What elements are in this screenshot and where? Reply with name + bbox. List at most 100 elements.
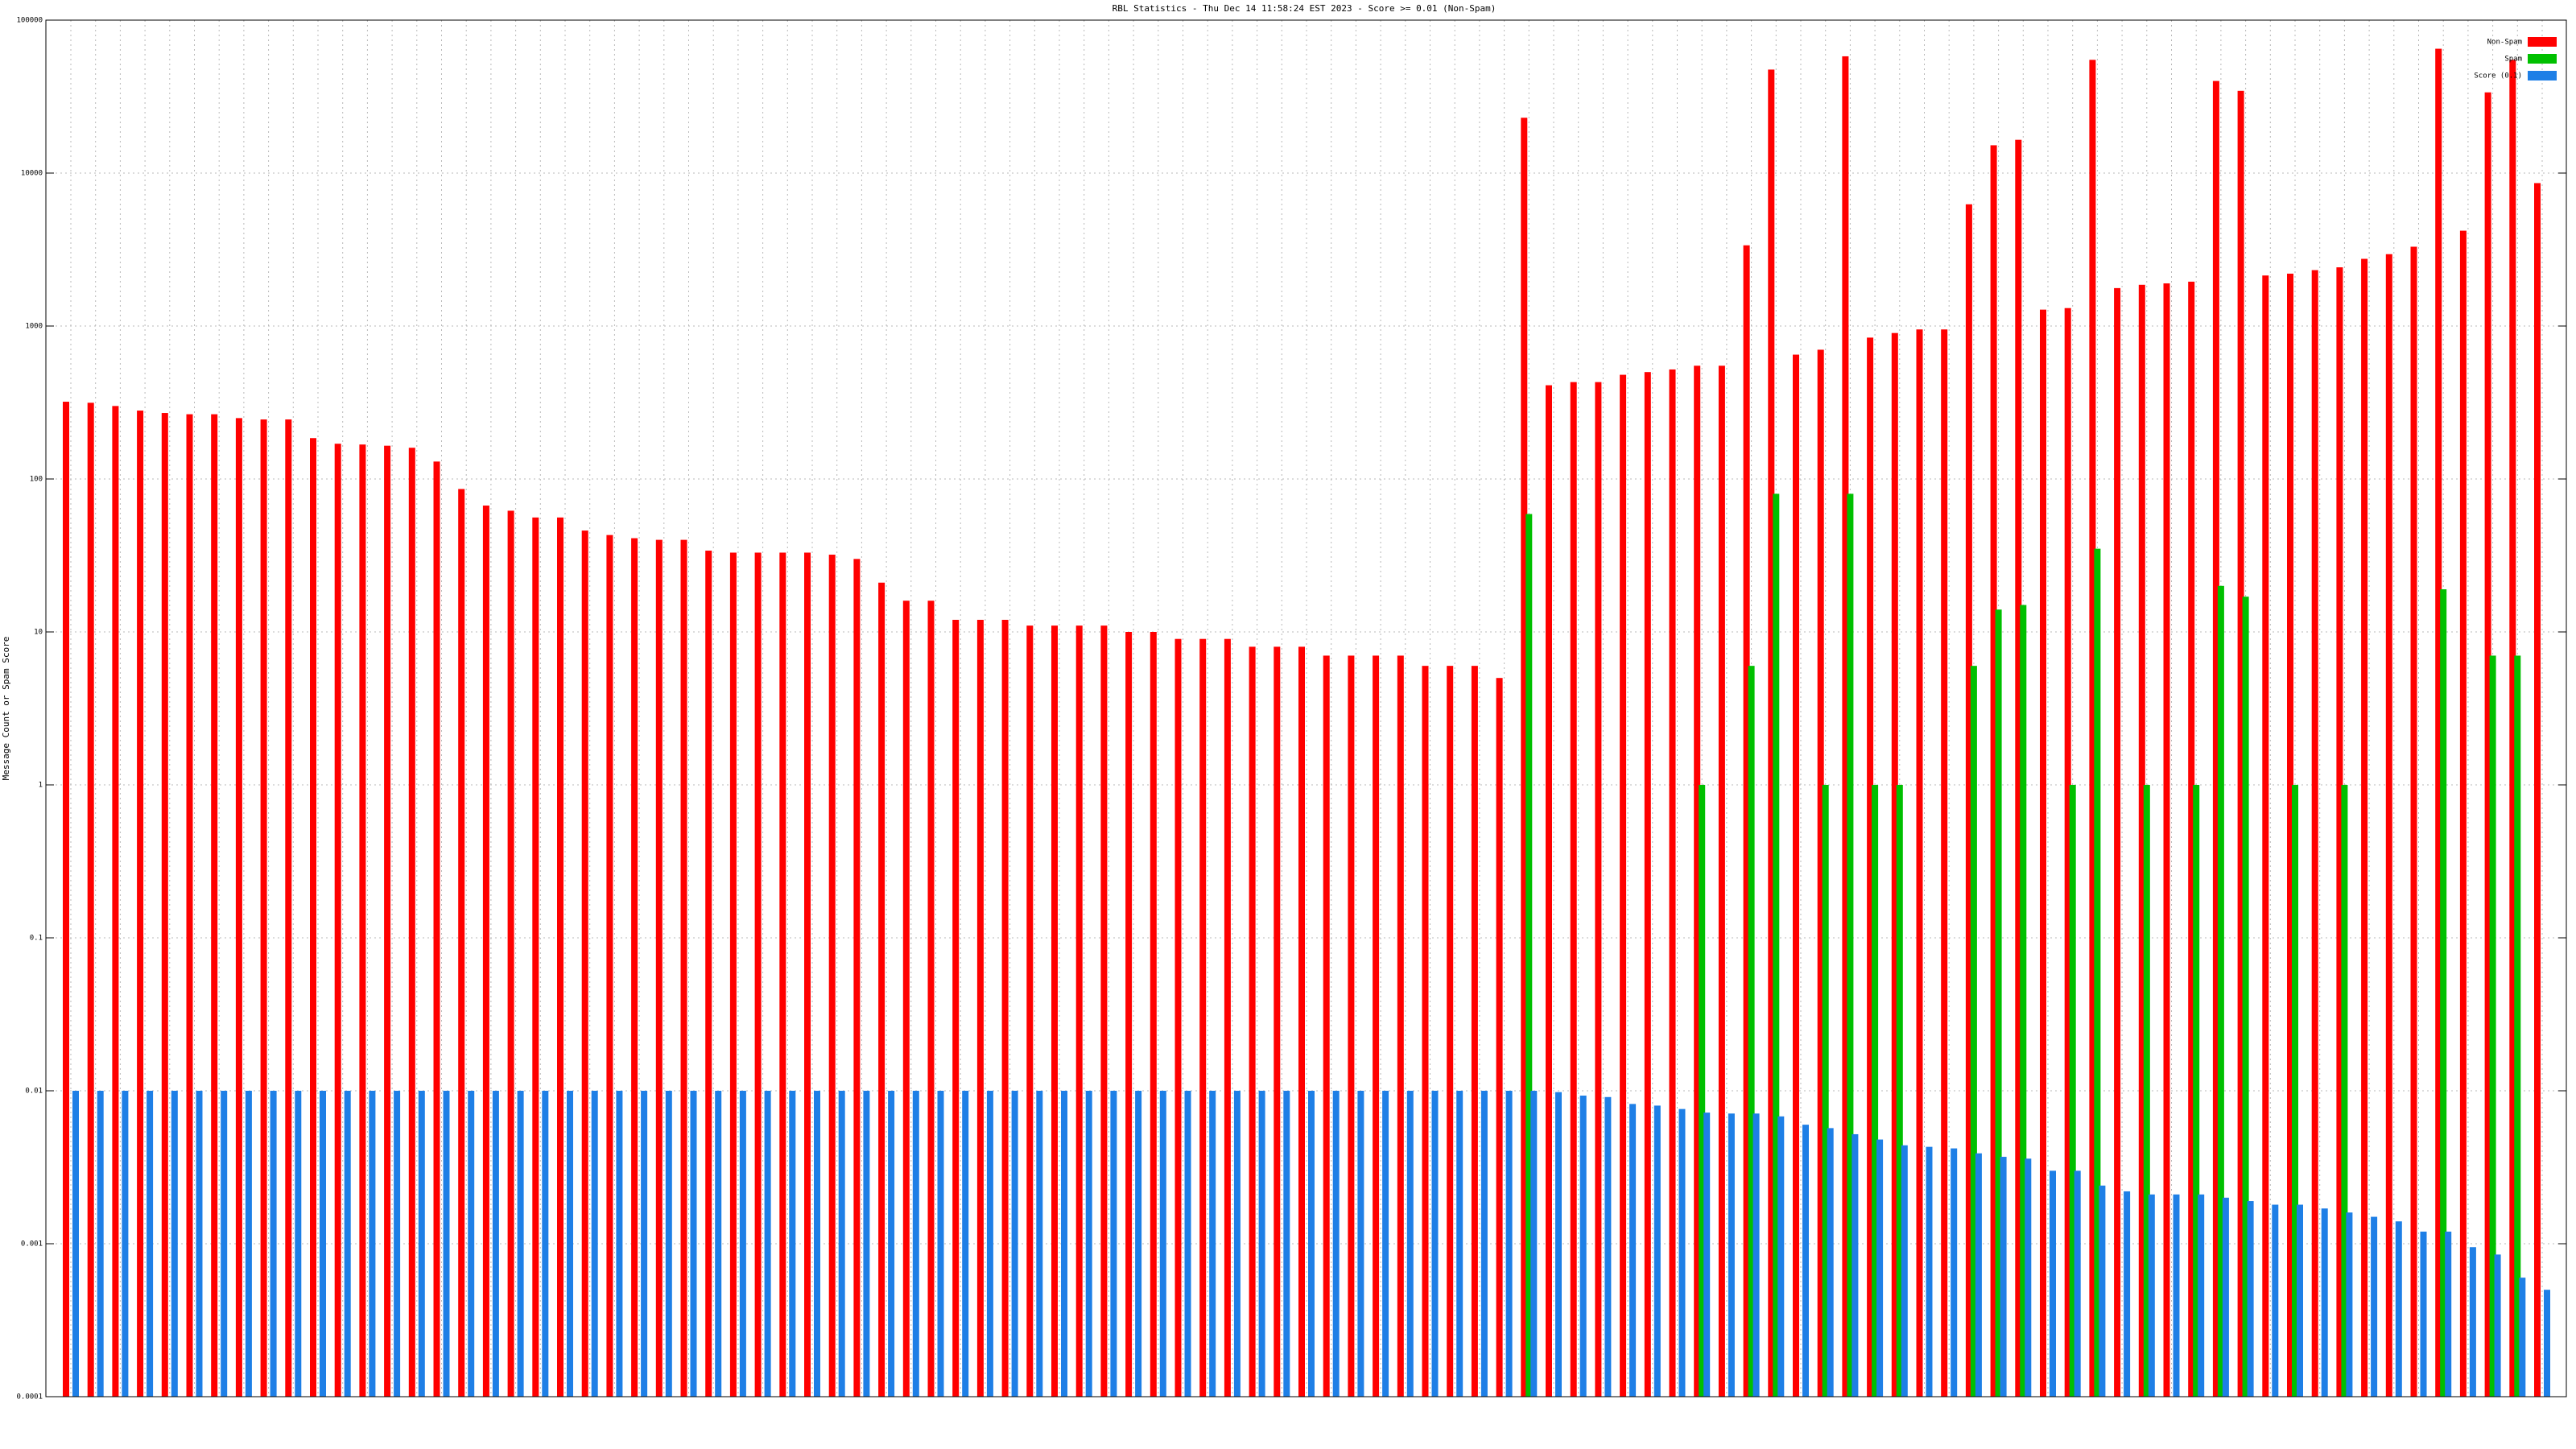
bar (655, 539, 663, 1397)
bar (2341, 785, 2348, 1397)
bar (937, 1091, 944, 1397)
bar (1249, 646, 1256, 1397)
bar (1496, 678, 1503, 1397)
bar (2074, 1170, 2081, 1397)
bar (2395, 1221, 2402, 1397)
bar (97, 1091, 104, 1397)
bar (1530, 1091, 1538, 1397)
bar (245, 1091, 252, 1397)
y-tick-label: 0.01 (25, 1088, 43, 1096)
bar (1505, 1091, 1513, 1397)
bar (1373, 655, 1380, 1397)
bar (1951, 1148, 1958, 1397)
bar (1357, 1091, 1364, 1397)
bar (186, 414, 193, 1397)
bar (2099, 1185, 2106, 1397)
bar (1970, 666, 1977, 1397)
bar (1802, 1125, 1809, 1397)
bar (1777, 1116, 1785, 1397)
bar (260, 419, 267, 1397)
bar (2025, 1158, 2032, 1397)
bar (2420, 1231, 2427, 1397)
bar (542, 1091, 549, 1397)
bar (161, 413, 168, 1397)
bar (828, 555, 836, 1397)
y-tick-label: 0.0001 (16, 1393, 43, 1402)
bar (2000, 1157, 2007, 1397)
bar (902, 601, 910, 1397)
bar (2287, 273, 2293, 1397)
bar (1926, 1146, 1933, 1397)
bar (122, 1091, 129, 1397)
bar (1480, 1091, 1488, 1397)
bar (2094, 548, 2101, 1397)
bar (2222, 1197, 2229, 1397)
bar (606, 535, 613, 1397)
legend-swatch (2528, 71, 2557, 80)
bar (2050, 1170, 2056, 1397)
bar (418, 1091, 425, 1397)
legend-label: Score (0.1) (2474, 72, 2522, 80)
bar (2242, 597, 2249, 1397)
bar (888, 1091, 895, 1397)
bar (2138, 284, 2145, 1397)
bar (581, 530, 588, 1397)
bar (1258, 1091, 1265, 1397)
bar (878, 582, 886, 1397)
bar (1678, 1108, 1686, 1397)
y-tick-label: 0.001 (21, 1241, 43, 1249)
bar (739, 1091, 746, 1397)
bar (2489, 655, 2496, 1397)
bar (1975, 1153, 1982, 1397)
bar (976, 619, 984, 1397)
bar (2237, 90, 2244, 1397)
bar (1036, 1091, 1043, 1397)
bar (532, 517, 539, 1397)
bar (394, 1091, 401, 1397)
bar (1817, 349, 1824, 1397)
bar (1456, 1091, 1463, 1397)
bar (1644, 372, 1651, 1397)
bar (2514, 655, 2521, 1397)
bar (359, 444, 366, 1397)
y-tick-label: 100000 (16, 17, 43, 25)
bar (1852, 1133, 1859, 1397)
bar (2484, 92, 2491, 1397)
bar (1891, 332, 1898, 1397)
bar (2124, 1191, 2131, 1397)
bar (2247, 1201, 2254, 1397)
bar (1298, 646, 1305, 1397)
bar (2262, 275, 2269, 1397)
bar (63, 402, 69, 1397)
bar (567, 1091, 573, 1397)
bar (2148, 1194, 2155, 1397)
bar (72, 1091, 79, 1397)
bar (507, 510, 514, 1397)
bar (1768, 69, 1775, 1397)
bar (1773, 493, 1780, 1397)
bar (1555, 1092, 1562, 1397)
bar (2143, 785, 2150, 1397)
bar (838, 1091, 845, 1397)
bar (270, 1091, 277, 1397)
bar (962, 1091, 969, 1397)
bar (1916, 329, 1923, 1397)
bar (641, 1091, 648, 1397)
bar (616, 1091, 623, 1397)
bar (1085, 1091, 1092, 1397)
bar (2292, 785, 2298, 1397)
bar (1793, 354, 1799, 1397)
bar (2410, 246, 2417, 1397)
bar (147, 1091, 154, 1397)
bar (2020, 605, 2027, 1397)
bar (2494, 1254, 2501, 1397)
bar (1397, 655, 1404, 1397)
bar (952, 619, 960, 1397)
y-tick-label: 10 (34, 629, 43, 637)
bar (1159, 1091, 1166, 1397)
bar (1570, 382, 1577, 1397)
bar (1728, 1113, 1735, 1397)
bar (927, 601, 935, 1397)
chart-title: RBL Statistics - Thu Dec 14 11:58:24 EST… (1113, 3, 1496, 14)
bar (295, 1091, 302, 1397)
